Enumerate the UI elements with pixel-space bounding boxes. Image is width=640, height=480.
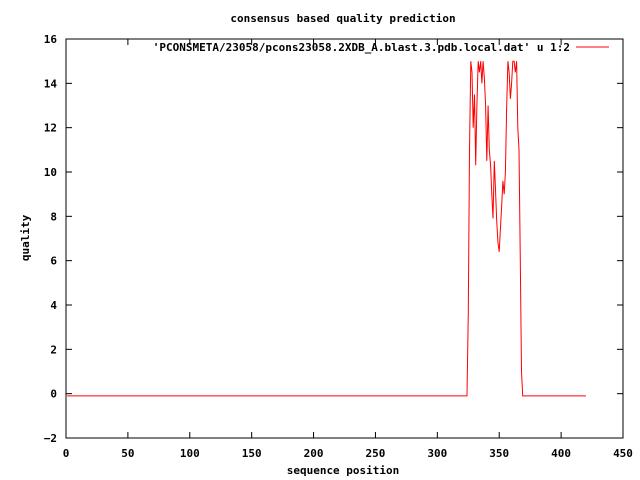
y-tick-label: 6 bbox=[50, 255, 57, 268]
y-axis-label: quality bbox=[19, 214, 32, 261]
axis-ticks: 0 50 100 150 200 250 300 350 400 450 −2 0 2 4 6 8 10 12 14… bbox=[44, 33, 633, 460]
y-tick-label: 10 bbox=[44, 166, 57, 179]
y-tick-label: 12 bbox=[44, 122, 57, 135]
y-tick-label: 0 bbox=[50, 388, 57, 401]
y-tick-label: 8 bbox=[50, 210, 57, 223]
x-tick-label: 50 bbox=[121, 447, 134, 460]
x-tick-label: 300 bbox=[427, 447, 447, 460]
x-axis-label: sequence position bbox=[287, 464, 400, 477]
x-tick-label: 400 bbox=[551, 447, 571, 460]
legend-label: 'PCONSMETA/23058/pcons23058.2XDB_A.blast… bbox=[153, 41, 570, 54]
x-tick-label: 0 bbox=[63, 447, 70, 460]
y-tick-label: 14 bbox=[44, 77, 58, 90]
x-tick-label: 450 bbox=[613, 447, 633, 460]
y-tick-label: 16 bbox=[44, 33, 58, 46]
x-tick-label: 100 bbox=[180, 447, 200, 460]
x-tick-label: 200 bbox=[304, 447, 324, 460]
y-tick-label: 2 bbox=[50, 343, 57, 356]
x-tick-label: 250 bbox=[366, 447, 386, 460]
series-layer bbox=[67, 60, 586, 397]
series-line bbox=[67, 60, 586, 397]
y-tick-label: 4 bbox=[50, 299, 57, 312]
y-tick-label: −2 bbox=[44, 432, 57, 445]
plot-area-frame bbox=[65, 38, 624, 439]
chart-title: consensus based quality prediction bbox=[230, 12, 455, 25]
x-tick-label: 150 bbox=[242, 447, 262, 460]
x-tick-label: 350 bbox=[489, 447, 509, 460]
